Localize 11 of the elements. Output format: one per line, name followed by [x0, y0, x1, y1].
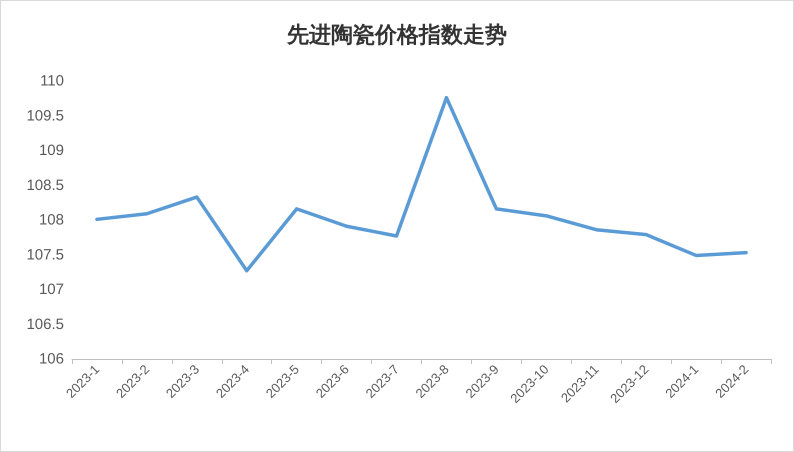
y-tick-label: 110 — [40, 72, 64, 90]
y-tick-label: 106.5 — [26, 316, 64, 333]
y-tick-label: 109.5 — [26, 107, 64, 124]
line-series — [95, 96, 748, 272]
y-tick-label: 106 — [38, 350, 64, 368]
y-tick-label: 108.5 — [26, 176, 64, 194]
chart-title: 先进陶瓷价格指数走势 — [286, 22, 507, 48]
y-tick-label: 109 — [38, 142, 64, 159]
y-tick-label: 108 — [38, 212, 64, 228]
y-tick-label: 107.5 — [26, 246, 64, 264]
y-tick-label: 107 — [38, 281, 64, 298]
